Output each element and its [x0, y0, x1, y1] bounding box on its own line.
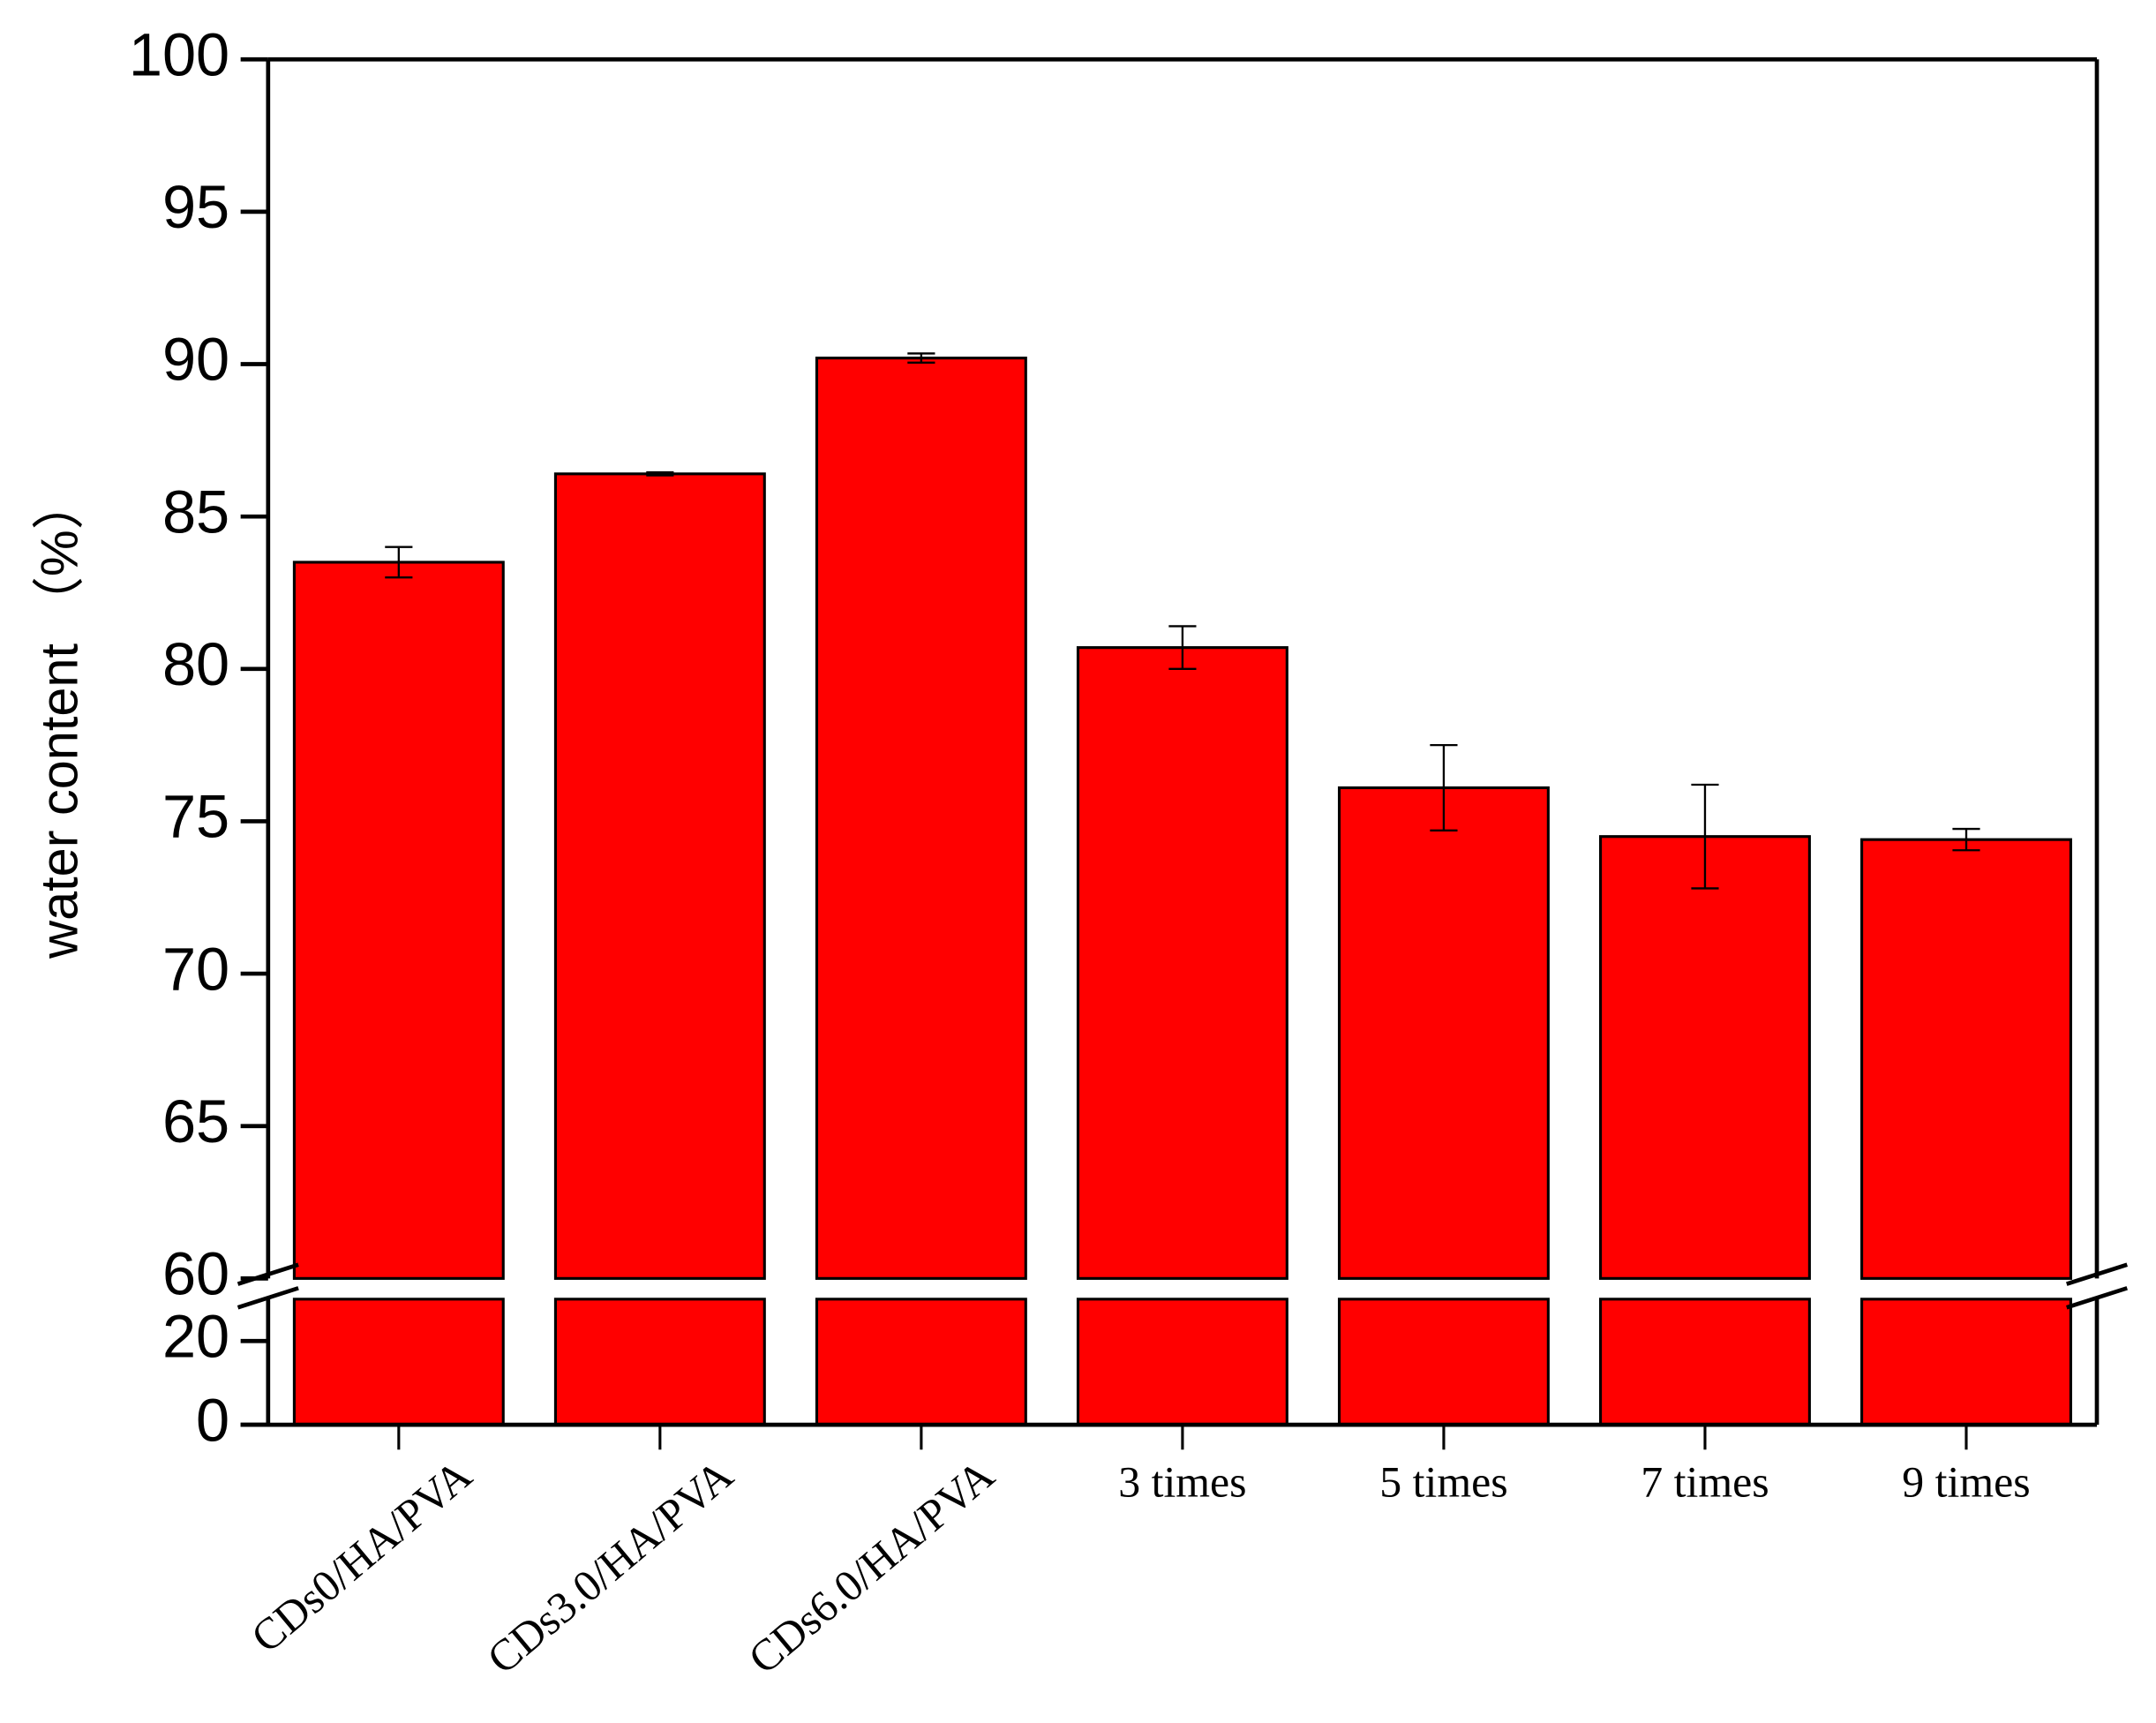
bar-base [1860, 1298, 2072, 1426]
x-tick-label: 7 times [1641, 1456, 1769, 1506]
y-tick-label: 20 [162, 1302, 229, 1370]
axis-break [237, 1286, 299, 1310]
bar-base [292, 1298, 505, 1426]
bar [553, 472, 766, 1280]
y-axis-label: water content （%） [29, 478, 88, 959]
y-tick-label: 60 [162, 1239, 229, 1307]
x-tick-label: CDs3.0/HA/PVA [477, 1449, 741, 1683]
axis-break [2066, 1262, 2128, 1286]
bar [1076, 646, 1288, 1280]
y-tick-label: 100 [129, 20, 229, 88]
bar-base [1337, 1298, 1550, 1426]
bar-base [1076, 1298, 1288, 1426]
bar [292, 561, 505, 1280]
bar-base [553, 1298, 766, 1426]
bar [815, 357, 1027, 1280]
y-tick-label: 95 [162, 173, 229, 241]
axis-break [2066, 1286, 2128, 1310]
y-tick-label: 90 [162, 326, 229, 394]
bar [1598, 835, 1811, 1280]
x-tick-label: 5 times [1379, 1456, 1507, 1506]
x-tick-label: 3 times [1118, 1456, 1246, 1506]
y-tick-label: 75 [162, 783, 229, 851]
y-tick-label: 80 [162, 630, 229, 698]
y-tick-label: 65 [162, 1087, 229, 1155]
y-tick-label: 0 [196, 1386, 229, 1454]
x-tick-label: CDs0/HA/PVA [242, 1449, 481, 1662]
bar-base [1598, 1298, 1811, 1426]
y-tick-label: 85 [162, 478, 229, 545]
x-tick-label: 9 times [1902, 1456, 2030, 1506]
axis-break [237, 1262, 299, 1286]
x-tick-label: CDs6.0/HA/PVA [739, 1449, 1003, 1683]
y-tick-label: 70 [162, 935, 229, 1003]
bar [1860, 838, 2072, 1280]
bar-base [815, 1298, 1027, 1426]
bar [1337, 786, 1550, 1280]
